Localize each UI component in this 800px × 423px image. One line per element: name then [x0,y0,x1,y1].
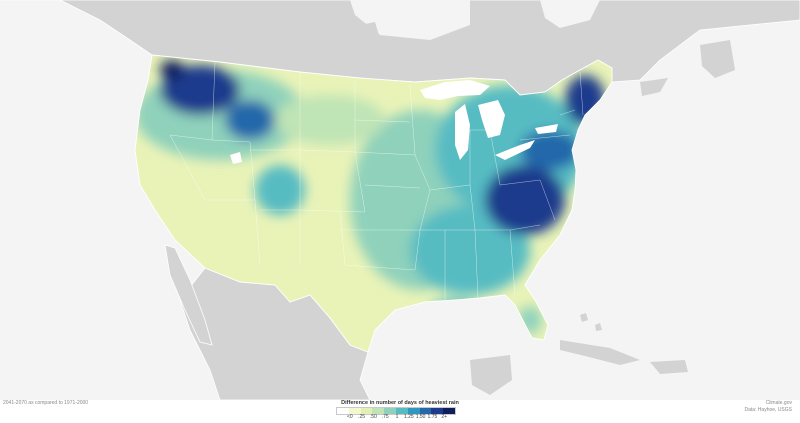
island-nw [360,22,382,55]
legend-label: 1.75 [427,414,438,420]
source-data: Data: Hayhoe, USGS [744,407,792,413]
legend-label: .50 [369,414,377,420]
legend-label: .25 [358,414,366,420]
state-boundaries [169,61,584,300]
legend-swatch [431,408,444,414]
legend-swatch [360,408,373,414]
lake-superior [420,80,490,100]
nova-scotia [640,78,668,96]
hudson-bay [350,0,470,40]
island-ne [480,5,505,38]
legend-label: .75 [381,414,389,420]
lake-michigan [455,104,470,160]
legend-label: 2+ [441,414,448,420]
source-credit: Climate.gov Data: Hayhoe, USGS [744,400,792,414]
legend-label: 1.25 [403,414,414,420]
legend-label: <0 [346,414,353,420]
cuba [560,340,640,365]
newfoundland [700,40,735,78]
lake-erie [495,140,535,160]
usa-outline [134,54,613,353]
legend-swatch [348,408,361,414]
period-label: 2041-2070 as compared to 1971-2000 [3,400,89,406]
lake-ontario [535,124,558,134]
legend-swatch [407,408,420,414]
map-canvas[interactable] [0,0,800,400]
legend-title: Difference in number of days of heaviest… [341,400,459,406]
legend-swatch [419,408,432,414]
footer: 2041-2070 as compared to 1971-2000 Diffe… [0,400,800,423]
legend-swatch [384,408,396,414]
bahamas [580,313,602,331]
yucatan [470,355,512,395]
hispaniola [650,360,688,374]
source-site[interactable]: Climate.gov [765,400,792,406]
legend-label: 1 [395,414,399,420]
lake-huron [478,100,505,138]
great-salt-lake [230,152,242,164]
legend-swatch [443,408,455,414]
legend-label: 1.50 [415,414,426,420]
legend-color-bar [336,407,456,415]
legend-labels: <0 .25.50 .75 1 1.25 1.50 1.75 2+ [336,414,456,422]
legend-swatch [337,408,349,414]
arctic-island [540,0,600,28]
legend-swatch [372,408,385,414]
map-panel[interactable] [0,0,800,400]
baja-california [164,244,213,346]
great-lakes [420,80,558,160]
legend-swatch [395,408,408,414]
